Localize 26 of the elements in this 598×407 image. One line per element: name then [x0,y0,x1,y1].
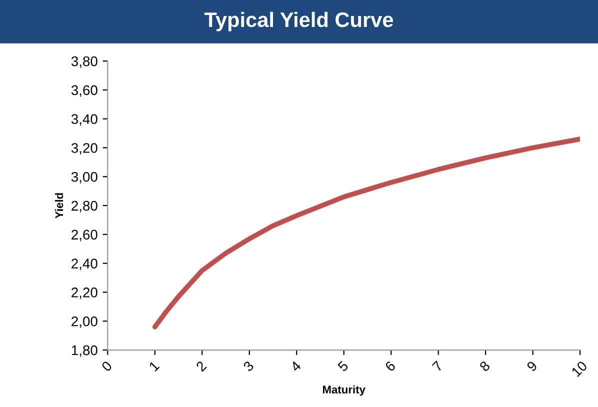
y-tick-label: 3,20 [71,143,98,155]
y-tick-label: 2,40 [72,258,98,270]
y-tick-label: 3,60 [71,85,98,97]
x-tick-label: 9 [526,360,538,372]
x-tick-label: 2 [196,360,207,372]
chart-title: Typical Yield Curve [204,12,394,32]
x-tick-label: 4 [290,360,302,372]
x-tick-label: 1 [148,360,160,372]
y-tick-label: 2,80 [72,200,98,212]
y-tick-label: 2,00 [72,316,98,328]
y-tick-label: 3,80 [71,56,98,68]
x-tick-label: 6 [384,360,396,372]
x-tick-label: 3 [242,360,254,372]
y-tick-label: 1,80 [72,345,98,357]
x-tick-label: 8 [478,360,491,372]
y-tick-label: 3,00 [71,172,98,184]
y-axis-title: Yield [54,193,64,218]
x-tick-label: 7 [432,360,444,372]
line-series [152,136,580,330]
x-axis-title: Maturity [322,385,366,396]
x-tick-label: 10 [571,360,588,378]
y-tick-label: 2,20 [72,288,98,300]
y-tick-label: 2,60 [72,230,98,242]
x-tick-label: 5 [337,360,349,372]
x-tick-label: 0 [100,360,113,372]
y-tick-label: 3,40 [71,114,98,126]
